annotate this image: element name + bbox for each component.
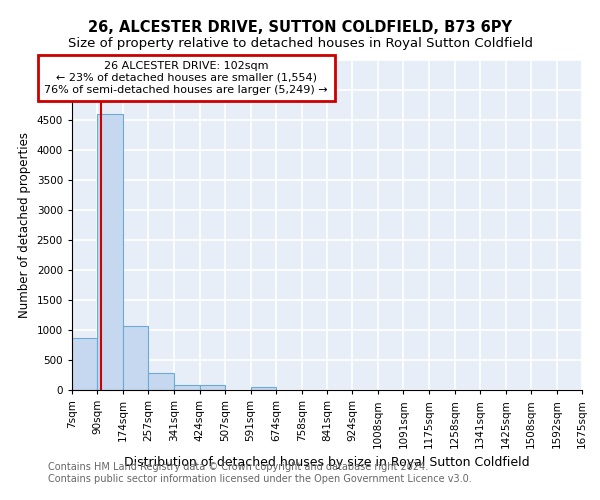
Text: Size of property relative to detached houses in Royal Sutton Coldfield: Size of property relative to detached ho…: [67, 38, 533, 51]
Bar: [72, 338, 97, 390]
Bar: [123, 326, 148, 390]
Bar: [148, 372, 174, 390]
Text: 26 ALCESTER DRIVE: 102sqm
← 23% of detached houses are smaller (1,554)
76% of se: 26 ALCESTER DRIVE: 102sqm ← 23% of detac…: [44, 62, 328, 94]
Bar: [97, 114, 123, 390]
Y-axis label: Number of detached properties: Number of detached properties: [18, 132, 31, 318]
Bar: [174, 385, 199, 390]
X-axis label: Distribution of detached houses by size in Royal Sutton Coldfield: Distribution of detached houses by size …: [124, 456, 530, 469]
Text: 26, ALCESTER DRIVE, SUTTON COLDFIELD, B73 6PY: 26, ALCESTER DRIVE, SUTTON COLDFIELD, B7…: [88, 20, 512, 35]
Bar: [251, 387, 276, 390]
Bar: [199, 385, 225, 390]
Text: Contains public sector information licensed under the Open Government Licence v3: Contains public sector information licen…: [48, 474, 472, 484]
Text: Contains HM Land Registry data © Crown copyright and database right 2024.: Contains HM Land Registry data © Crown c…: [48, 462, 428, 472]
